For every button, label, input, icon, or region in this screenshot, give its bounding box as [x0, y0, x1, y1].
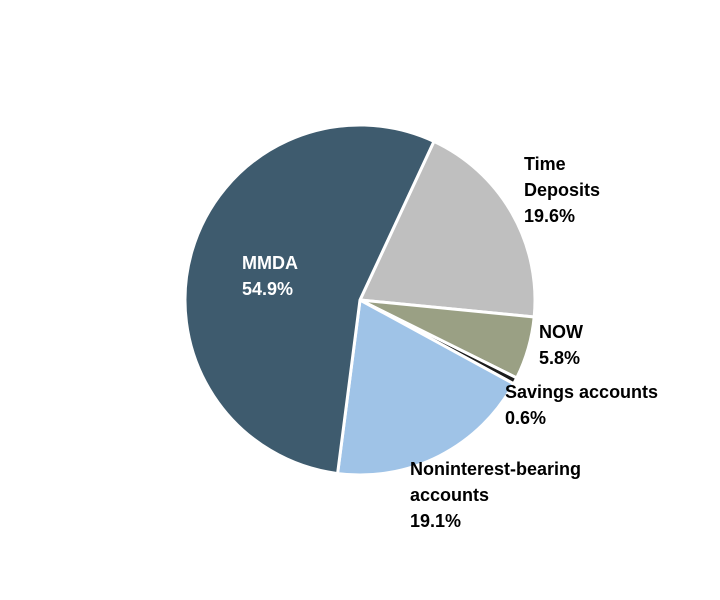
pie-labels: Time Deposits 19.6% NOW 5.8% Savings accounts…: [242, 154, 658, 531]
slice-label-noninterest-bearing-accounts-line-3: 19.1%: [410, 511, 461, 531]
slice-label-mmda-line-2: 54.9%: [242, 279, 293, 299]
slice-label-now-line-1: NOW: [539, 322, 583, 342]
slice-label-now: NOW 5.8%: [539, 322, 583, 368]
pie-slice-time-deposits: [358, 139, 537, 319]
slice-label-savings-accounts-line-1: Savings accounts: [505, 382, 658, 402]
pie-slice-noninterest-bearing-accounts: [336, 298, 516, 477]
pie-slices: [183, 123, 537, 477]
slice-label-mmda-line-1: MMDA: [242, 253, 298, 273]
slice-label-noninterest-bearing-accounts: Noninterest-bearing accounts 19.1%: [410, 459, 581, 531]
slice-label-now-line-2: 5.8%: [539, 348, 580, 368]
slice-label-mmda: MMDA 54.9%: [242, 253, 298, 299]
slice-label-time-deposits-line-1: Time: [524, 154, 566, 174]
slice-label-time-deposits-line-2: Deposits: [524, 180, 600, 200]
slice-label-savings-accounts-line-2: 0.6%: [505, 408, 546, 428]
slice-label-savings-accounts: Savings accounts 0.6%: [505, 382, 658, 428]
slice-label-time-deposits-line-3: 19.6%: [524, 206, 575, 226]
slice-label-time-deposits: Time Deposits 19.6%: [524, 154, 600, 226]
pie-slice-mmda: [183, 123, 436, 476]
slice-label-noninterest-bearing-accounts-line-2: accounts: [410, 485, 489, 505]
slice-label-noninterest-bearing-accounts-line-1: Noninterest-bearing: [410, 459, 581, 479]
